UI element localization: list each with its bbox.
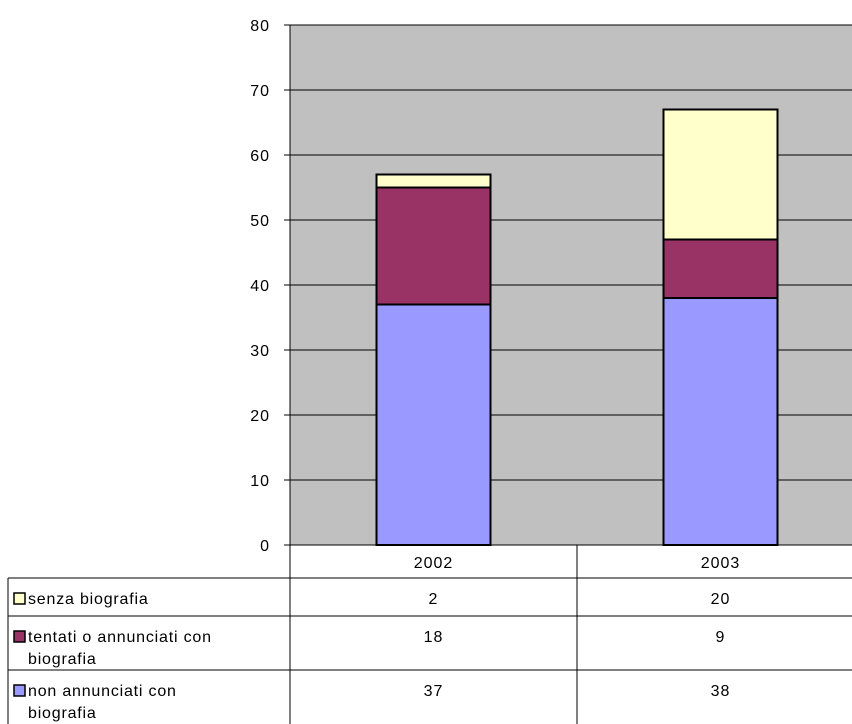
- legend-key: [13, 630, 26, 643]
- y-tick-label: 40: [250, 278, 270, 295]
- y-tick-label: 20: [250, 408, 270, 425]
- bar-segment: [375, 186, 492, 306]
- legend-label: non annunciati con: [28, 683, 177, 700]
- y-tick-label: 80: [250, 18, 270, 35]
- y-tick-label: 10: [250, 473, 270, 490]
- table-value: 38: [711, 683, 731, 700]
- bar-segment: [375, 303, 492, 546]
- y-axis: 0 10 20 30 40 50 60 70 80: [250, 18, 291, 555]
- y-tick-label: 70: [250, 83, 270, 100]
- bar-segment: [375, 173, 492, 189]
- bar-segment: [662, 238, 779, 299]
- legend-key: [13, 592, 26, 605]
- bar-segment: [662, 108, 779, 241]
- table-value: 20: [711, 591, 731, 608]
- bar-segment: [662, 297, 779, 546]
- category-label: 2002: [414, 555, 454, 572]
- legend-label: biografia: [28, 651, 97, 668]
- table-value: 37: [424, 683, 444, 700]
- data-table: 2002 2003 senza biografia 2 20 tentati o annu…: [7, 544, 852, 724]
- legend-key: [13, 684, 26, 697]
- legend-label: tentati o annunciati con: [28, 629, 212, 646]
- y-tick-label: 0: [260, 538, 270, 555]
- table-value: 18: [424, 629, 444, 646]
- table-value: 2: [429, 591, 439, 608]
- y-tick-label: 50: [250, 213, 270, 230]
- category-label: 2003: [701, 555, 741, 572]
- y-tick-label: 60: [250, 148, 270, 165]
- legend-label: biografia: [28, 705, 97, 722]
- legend-label: senza biografia: [28, 591, 149, 608]
- y-tick-label: 30: [250, 343, 270, 360]
- bars: [375, 108, 779, 546]
- table-value: 9: [716, 629, 726, 646]
